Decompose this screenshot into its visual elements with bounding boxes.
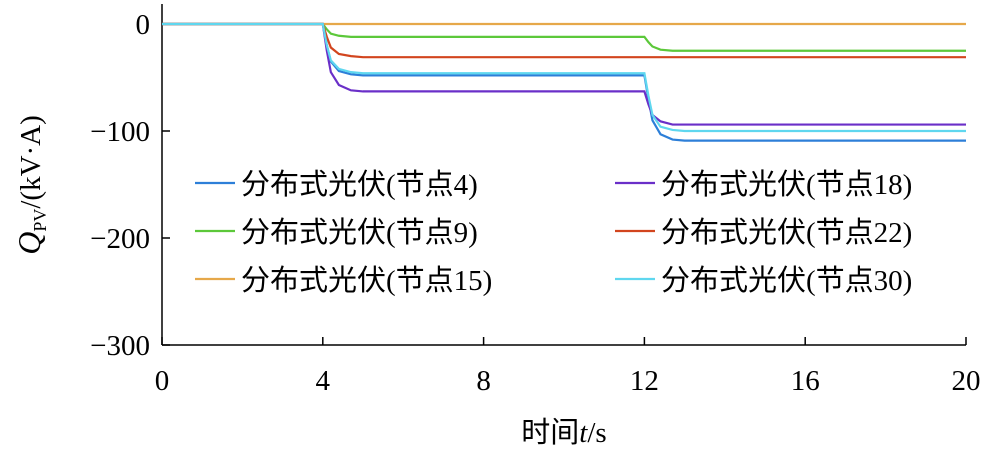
legend-label: 分布式光伏(节点30)	[661, 264, 912, 297]
y-label-symbol: Q	[11, 232, 47, 255]
y-tick-label: −200	[90, 223, 150, 255]
x-tick-label: 0	[155, 365, 170, 397]
legend-label: 分布式光伏(节点9)	[241, 216, 478, 249]
x-tick-label: 16	[791, 365, 820, 397]
legend-label: 分布式光伏(节点15)	[241, 264, 492, 297]
series-line	[162, 22, 966, 142]
y-tick-label: 0	[136, 9, 151, 41]
series-line	[162, 22, 966, 133]
y-tick-label: −300	[90, 330, 150, 362]
y-tick-label: −100	[90, 116, 150, 148]
x-label-symbol: t	[579, 417, 588, 449]
series-line	[162, 22, 966, 126]
y-label-subscript: PV	[30, 209, 50, 232]
legend-label: 分布式光伏(节点18)	[661, 168, 912, 201]
series-line	[162, 22, 966, 52]
x-tick-label: 12	[630, 365, 659, 397]
legend-label: 分布式光伏(节点4)	[241, 168, 478, 201]
x-tick-label: 8	[476, 365, 491, 397]
series-line	[162, 22, 966, 59]
y-label-unit: /(kV·A)	[15, 115, 47, 208]
y-axis-label: QPV/(kV·A)	[11, 115, 50, 255]
x-label-unit: /s	[587, 417, 606, 449]
x-label-text: 时间	[521, 416, 579, 449]
legend-label: 分布式光伏(节点22)	[661, 216, 912, 249]
x-axis-label: 时间t/s	[521, 416, 606, 449]
x-tick-label: 4	[316, 365, 331, 397]
x-tick-label: 20	[952, 365, 981, 397]
